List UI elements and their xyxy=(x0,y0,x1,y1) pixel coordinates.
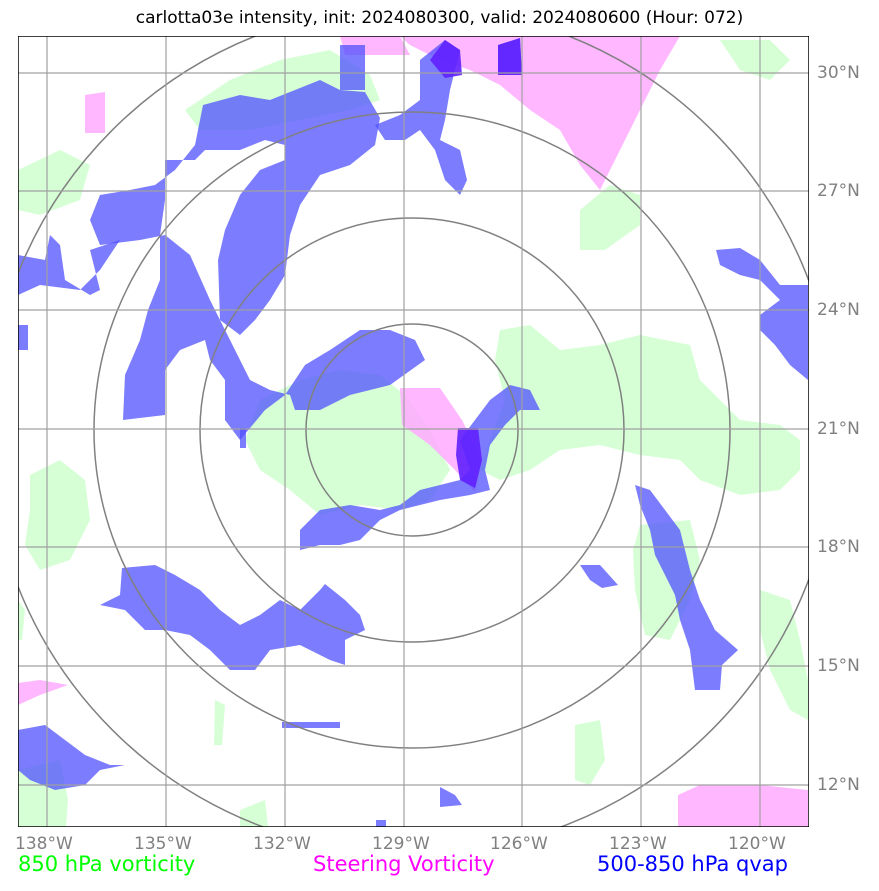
lat-label-12n: 12°N xyxy=(817,775,860,795)
lat-label-27n: 27°N xyxy=(817,181,860,201)
legend-850-vorticity: 850 hPa vorticity xyxy=(18,852,196,876)
lat-label-18n: 18°N xyxy=(817,537,860,557)
lon-label-123w: 123°W xyxy=(609,834,667,854)
legend-qvap: 500-850 hPa qvap xyxy=(597,852,788,876)
overlap-layer xyxy=(430,38,522,488)
lat-label-24n: 24°N xyxy=(817,300,860,320)
legend-steering-vorticity: Steering Vorticity xyxy=(313,852,495,876)
lon-label-132w: 132°W xyxy=(253,834,311,854)
range-rings xyxy=(18,36,809,827)
lon-label-126w: 126°W xyxy=(490,834,548,854)
lon-label-138w: 138°W xyxy=(15,834,73,854)
lat-label-30n: 30°N xyxy=(817,63,860,83)
vorticity-850-layer xyxy=(18,40,808,827)
lat-label-21n: 21°N xyxy=(817,419,860,439)
grid-lines xyxy=(18,36,809,827)
lat-label-15n: 15°N xyxy=(817,656,860,676)
map-canvas xyxy=(18,36,809,827)
lon-label-120w: 120°W xyxy=(728,834,786,854)
lon-label-129w: 129°W xyxy=(372,834,430,854)
lon-label-135w: 135°W xyxy=(134,834,192,854)
map-title: carlotta03e intensity, init: 2024080300,… xyxy=(135,8,744,28)
